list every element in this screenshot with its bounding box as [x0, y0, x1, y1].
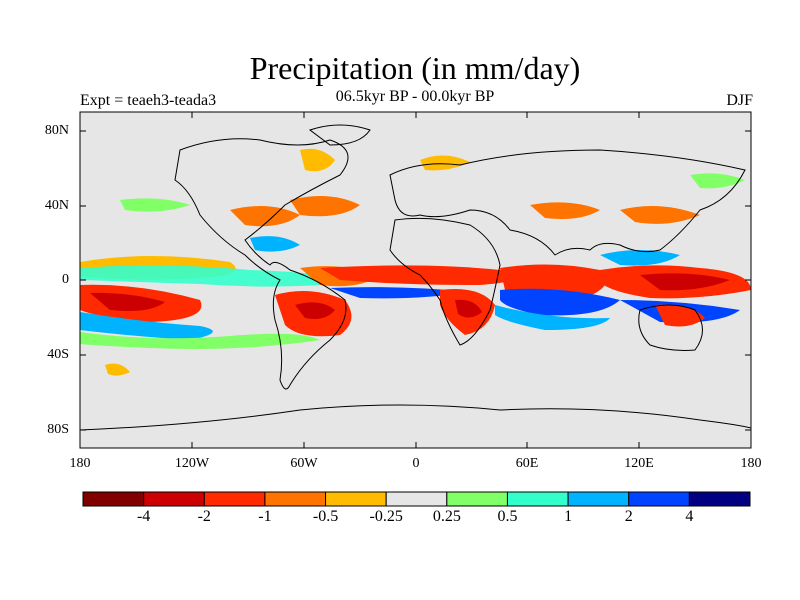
- colorbar-label: 0.25: [432, 508, 461, 525]
- colorbar-label: -4: [136, 508, 151, 525]
- colorbar-swatch: [506, 491, 569, 507]
- colorbar: [82, 491, 751, 507]
- plot-title: Precipitation (in mm/day): [249, 50, 581, 86]
- anomaly-patch: [530, 202, 600, 219]
- colorbar-label: -0.25: [369, 508, 403, 525]
- lat-label: 80N: [44, 123, 69, 138]
- colorbar-label: 1: [564, 508, 573, 525]
- anomaly-patch: [80, 312, 213, 340]
- lon-label: 60W: [290, 456, 318, 471]
- colorbar-swatch: [82, 491, 145, 507]
- anomaly-patch: [690, 173, 745, 189]
- anomaly-patch: [455, 299, 482, 318]
- lon-label: 180: [69, 456, 91, 471]
- colorbar-label: 4: [685, 508, 694, 525]
- colorbar-label: -0.5: [312, 508, 339, 525]
- anomaly-field: [80, 148, 751, 376]
- lat-label: 0: [62, 272, 69, 287]
- lon-label: 180: [740, 456, 762, 471]
- colorbar-swatch: [203, 491, 266, 507]
- antarctica-coast: [80, 404, 751, 431]
- colorbar-swatch: [688, 491, 751, 507]
- eurasia-coast: [389, 149, 746, 256]
- colorbar-swatch: [143, 491, 205, 507]
- anomaly-patch: [120, 198, 190, 212]
- lat-label: 40S: [47, 347, 69, 362]
- anomaly-patch: [500, 288, 620, 316]
- anomaly-patch: [330, 287, 470, 299]
- anomaly-patch: [300, 148, 335, 172]
- africa-coast: [389, 217, 501, 346]
- colorbar-label: 0.5: [497, 508, 518, 525]
- lat-label: 80S: [47, 422, 69, 437]
- lon-label: 120W: [174, 456, 210, 471]
- period-subtitle: 06.5kyr BP - 00.0kyr BP: [335, 88, 495, 105]
- experiment-label: Expt = teaeh3-teada3: [80, 92, 217, 109]
- anomaly-patch: [420, 155, 470, 171]
- australia-coast: [638, 304, 703, 351]
- anomaly-patch: [105, 363, 130, 376]
- anomaly-patch: [290, 196, 360, 217]
- anomaly-patch: [600, 250, 680, 266]
- coastlines: [80, 124, 751, 431]
- colorbar-swatch: [325, 491, 387, 507]
- anomaly-patch: [90, 292, 165, 311]
- colorbar-label: -1: [258, 508, 272, 525]
- lon-label: 0: [412, 456, 420, 471]
- anomaly-patch: [80, 265, 360, 287]
- lat-label: 40N: [44, 198, 69, 213]
- colorbar-swatch: [628, 491, 690, 507]
- lon-label: 60E: [515, 456, 539, 471]
- anomaly-patch: [655, 304, 705, 327]
- anomaly-patch: [495, 305, 610, 330]
- colorbar-swatch: [264, 491, 327, 507]
- colorbar-swatch: [385, 491, 448, 507]
- axis-ticks: [79, 112, 752, 448]
- lon-label: 120E: [624, 456, 654, 471]
- americas-coast: [174, 138, 349, 390]
- colorbar-label: -2: [197, 508, 211, 525]
- colorbar-label: 2: [624, 508, 633, 525]
- anomaly-patch: [250, 236, 300, 252]
- season-label: DJF: [726, 92, 753, 109]
- anomaly-patch: [320, 265, 516, 285]
- anomaly-patch: [80, 332, 320, 349]
- anomaly-patch: [230, 206, 300, 227]
- anomaly-patch: [640, 273, 730, 291]
- greenland-coast: [308, 124, 371, 146]
- anomaly-patch: [620, 206, 700, 224]
- colorbar-swatch: [567, 491, 630, 507]
- anomaly-patch: [295, 302, 335, 319]
- colorbar-swatch: [446, 491, 508, 507]
